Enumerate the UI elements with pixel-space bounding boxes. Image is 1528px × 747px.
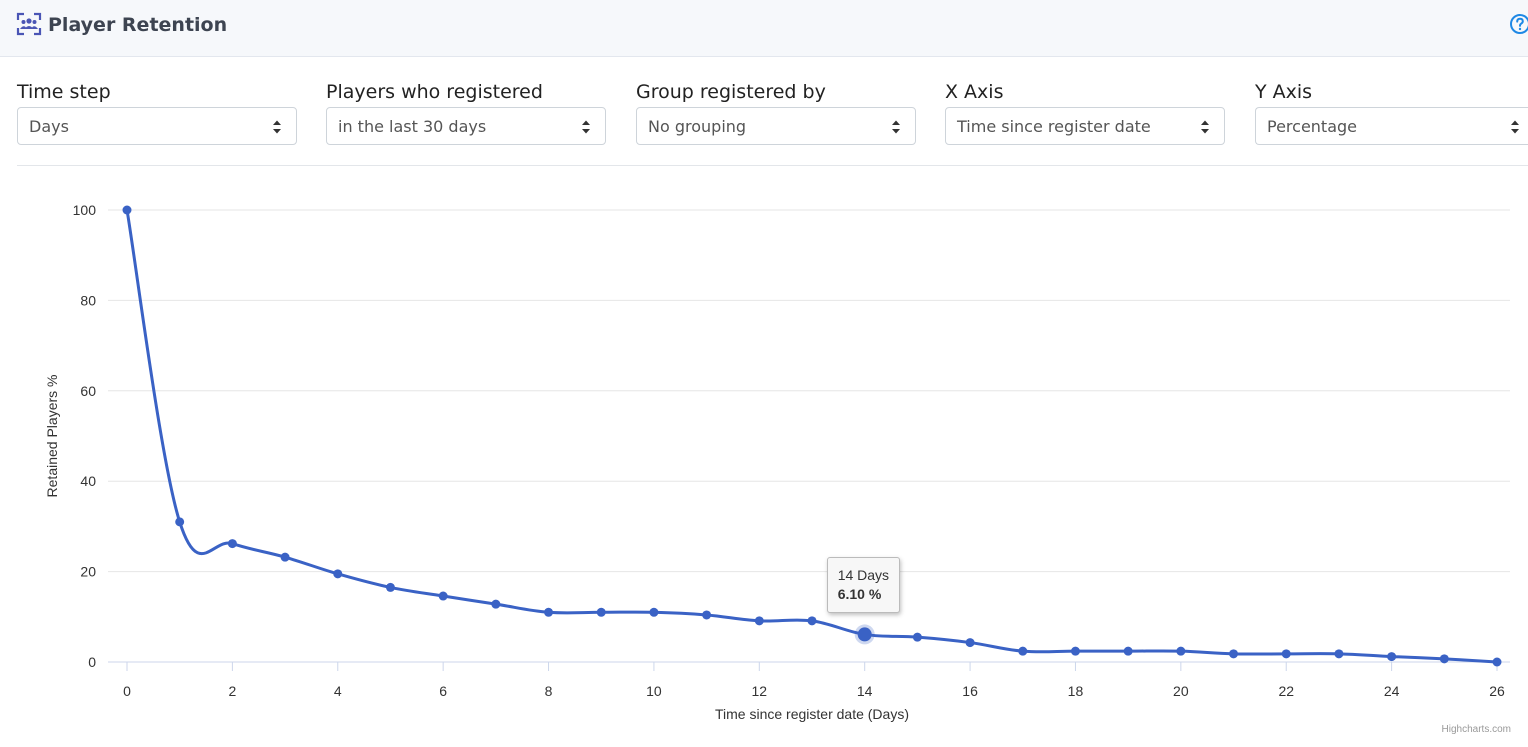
sort-caret-icon: [273, 120, 281, 134]
y-tick-label: 60: [80, 383, 96, 399]
x-tick-label: 24: [1384, 683, 1400, 699]
filter-label: Y Axis: [1255, 81, 1313, 103]
data-point[interactable]: [1123, 646, 1133, 656]
data-point[interactable]: [1281, 649, 1291, 659]
data-point[interactable]: [1387, 652, 1397, 662]
filter-bar: Time step Days Players who registered in…: [0, 57, 1528, 165]
x-tick-label: 12: [752, 683, 768, 699]
time-step-select[interactable]: Days: [17, 107, 297, 145]
data-point[interactable]: [1229, 649, 1239, 659]
select-value: No grouping: [648, 117, 747, 136]
filter-label: X Axis: [945, 81, 1004, 103]
sort-caret-icon: [582, 120, 590, 134]
filter-label: Time step: [17, 81, 111, 103]
x-tick-label: 14: [857, 683, 873, 699]
tooltip-title: 14 Days: [837, 567, 890, 584]
data-point[interactable]: [175, 517, 185, 527]
x-tick-label: 6: [439, 683, 447, 699]
data-point[interactable]: [702, 610, 712, 620]
data-point[interactable]: [912, 632, 922, 642]
data-point[interactable]: [544, 607, 554, 617]
group-registered-select[interactable]: No grouping: [636, 107, 916, 145]
data-point[interactable]: [1176, 646, 1186, 656]
x-tick-label: 20: [1173, 683, 1189, 699]
divider: [17, 165, 1528, 166]
y-axis-select[interactable]: Percentage: [1255, 107, 1528, 145]
x-tick-label: 0: [123, 683, 131, 699]
y-tick-label: 100: [73, 202, 97, 218]
data-point[interactable]: [122, 205, 132, 215]
select-value: Time since register date: [957, 117, 1151, 136]
data-point[interactable]: [649, 607, 659, 617]
sort-caret-icon: [1511, 120, 1519, 134]
x-tick-label: 8: [545, 683, 553, 699]
series-line: [125, 209, 1498, 664]
x-tick-label: 22: [1278, 683, 1294, 699]
page-title: Player Retention: [48, 14, 228, 36]
data-point-hover[interactable]: [857, 627, 872, 642]
users-icon: [16, 12, 42, 36]
y-tick-label: 20: [80, 564, 96, 580]
data-point[interactable]: [1070, 646, 1080, 656]
y-axis-title: Retained Players %: [44, 375, 60, 498]
x-tick-label: 2: [228, 683, 236, 699]
data-point[interactable]: [438, 591, 448, 601]
data-point[interactable]: [1018, 646, 1028, 656]
players-registered-select[interactable]: in the last 30 days: [326, 107, 606, 145]
y-tick-label: 80: [80, 292, 96, 308]
y-tick-label: 0: [88, 654, 96, 670]
x-axis-select[interactable]: Time since register date: [945, 107, 1225, 145]
filter-label: Players who registered: [326, 81, 543, 103]
select-value: in the last 30 days: [338, 117, 487, 136]
chart-credits[interactable]: Highcharts.com: [1441, 724, 1511, 735]
x-tick-label: 10: [646, 683, 662, 699]
select-value: Percentage: [1267, 117, 1358, 136]
data-point[interactable]: [227, 539, 237, 549]
select-value: Days: [29, 117, 69, 136]
retention-chart: 0 20 40 60 80 100 0 2 4 6 8 10 12 14 16 18 20 22 24 26 Time …: [0, 166, 1528, 747]
data-point[interactable]: [1439, 654, 1449, 664]
data-point[interactable]: [965, 638, 975, 648]
data-point[interactable]: [333, 569, 343, 579]
x-tick-label: 4: [334, 683, 342, 699]
data-point[interactable]: [385, 582, 395, 592]
data-point[interactable]: [596, 607, 606, 617]
data-point[interactable]: [754, 616, 764, 626]
x-tick-label: 26: [1489, 683, 1505, 699]
sort-caret-icon: [1201, 120, 1209, 134]
y-tick-label: 40: [80, 473, 96, 489]
filter-label: Group registered by: [636, 81, 826, 103]
tooltip-value: 6.10 %: [837, 586, 882, 603]
data-point[interactable]: [807, 616, 817, 626]
panel-header: Player Retention: [0, 0, 1528, 57]
x-tick-label: 16: [962, 683, 978, 699]
data-point[interactable]: [1492, 657, 1502, 667]
question-circle-icon[interactable]: [1509, 13, 1528, 35]
sort-caret-icon: [892, 120, 900, 134]
data-point[interactable]: [1334, 649, 1344, 659]
x-tick-label: 18: [1068, 683, 1084, 699]
chart-tooltip: 14 Days 6.10 %: [826, 557, 901, 614]
data-point[interactable]: [280, 552, 290, 562]
x-axis-title: Time since register date (Days): [715, 706, 909, 722]
data-point[interactable]: [491, 599, 501, 609]
